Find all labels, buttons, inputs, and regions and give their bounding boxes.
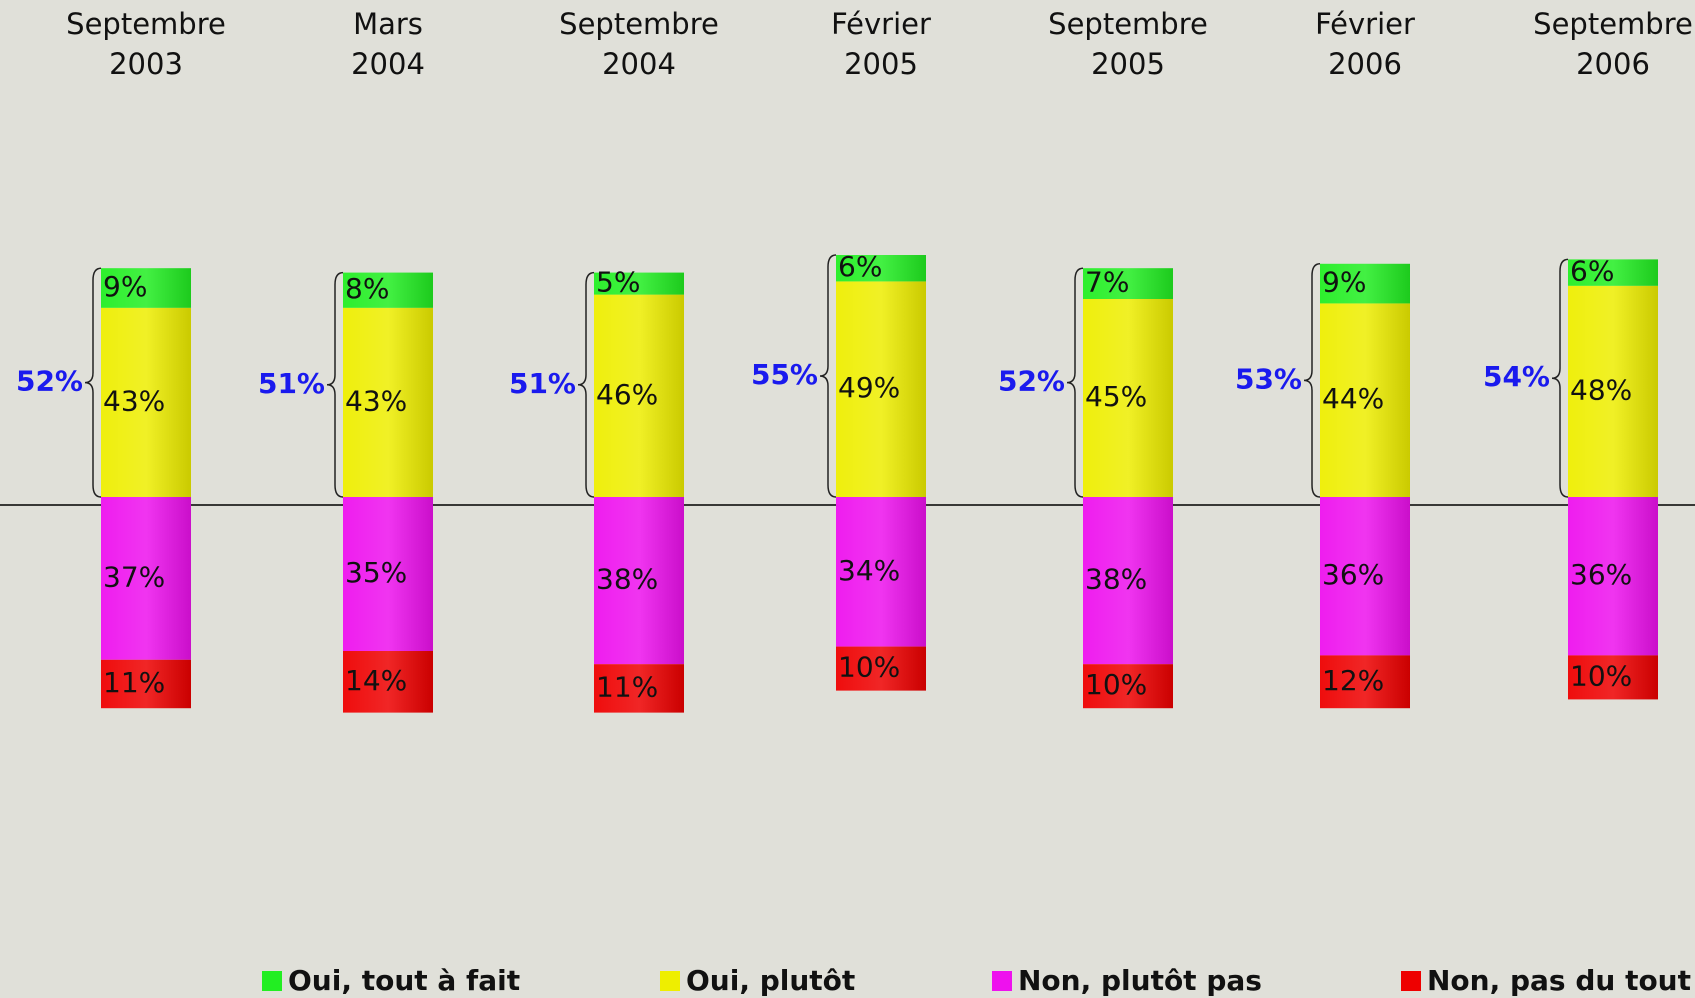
value-label: 11% <box>596 670 658 703</box>
total-label: 54% <box>1483 360 1550 393</box>
bar-shade <box>1568 497 1658 656</box>
legend-swatch <box>1401 971 1421 991</box>
value-label: 8% <box>345 272 389 305</box>
bar-shade <box>836 497 926 647</box>
brace <box>1066 267 1084 498</box>
value-label: 14% <box>345 664 407 697</box>
value-label: 44% <box>1322 382 1384 415</box>
bar-shade <box>343 307 433 497</box>
legend-label: Non, plutôt pas <box>1018 964 1262 997</box>
x-tick-label: 2003 <box>109 47 183 81</box>
brace <box>577 271 595 498</box>
legend-swatch <box>660 971 680 991</box>
x-tick-label: 2004 <box>351 47 425 81</box>
bar-shade <box>1320 655 1410 709</box>
total-label: 51% <box>509 367 576 400</box>
bar-shade <box>594 664 684 713</box>
brace <box>1551 258 1569 498</box>
value-label: 10% <box>838 651 900 684</box>
value-label: 43% <box>103 384 165 417</box>
total-label: 52% <box>998 365 1065 398</box>
value-label: 43% <box>345 384 407 417</box>
x-tick-label: Septembre <box>559 7 719 41</box>
value-label: 38% <box>1085 563 1147 596</box>
value-label: 9% <box>1322 266 1366 299</box>
brace <box>819 254 837 498</box>
legend-label: Non, pas du tout <box>1427 964 1691 997</box>
x-tick-label: 2006 <box>1576 47 1650 81</box>
x-tick-label: Février <box>1315 7 1415 41</box>
bar-shade <box>101 497 191 660</box>
legend-swatch <box>262 971 282 991</box>
bar-shade <box>1568 655 1658 700</box>
value-label: 45% <box>1085 380 1147 413</box>
x-tick-label: 2006 <box>1328 47 1402 81</box>
x-tick-label: 2005 <box>844 47 918 81</box>
bar-shade <box>1083 268 1173 299</box>
total-label: 53% <box>1235 362 1302 395</box>
bar-shade <box>836 646 926 691</box>
bar-shade <box>101 268 191 308</box>
bar-shade <box>101 659 191 709</box>
bar-shade <box>1568 259 1658 286</box>
value-label: 38% <box>596 563 658 596</box>
brace <box>84 267 102 498</box>
bar-shade <box>594 272 684 295</box>
value-label: 35% <box>345 556 407 589</box>
brace <box>1303 263 1321 498</box>
bar-shade <box>1083 664 1173 709</box>
value-label: 10% <box>1570 659 1632 692</box>
bar-shade <box>1083 497 1173 665</box>
total-label: 55% <box>751 358 818 391</box>
legend-label: Oui, plutôt <box>686 964 855 997</box>
bar-shade <box>836 255 926 282</box>
value-label: 46% <box>596 378 658 411</box>
value-label: 49% <box>838 371 900 404</box>
x-tick-label: Septembre <box>1533 7 1693 41</box>
total-label: 52% <box>16 365 83 398</box>
bar-shade <box>1320 303 1410 497</box>
bar-shade <box>1568 285 1658 497</box>
value-label: 7% <box>1085 266 1129 299</box>
legend-swatch <box>992 971 1012 991</box>
brace <box>326 271 344 498</box>
bar-shade <box>1320 497 1410 656</box>
value-label: 36% <box>1570 558 1632 591</box>
bar-shade <box>836 281 926 497</box>
value-label: 37% <box>103 560 165 593</box>
bar-shade <box>101 307 191 497</box>
x-tick-label: 2004 <box>602 47 676 81</box>
bar-shade <box>594 497 684 665</box>
x-tick-label: Février <box>831 7 931 41</box>
bar-shade <box>343 497 433 651</box>
x-tick-label: Septembre <box>1048 7 1208 41</box>
value-label: 6% <box>1570 255 1614 288</box>
x-tick-label: Mars <box>353 7 423 41</box>
value-label: 9% <box>103 270 147 303</box>
bar-shade <box>1320 263 1410 304</box>
total-label: 51% <box>258 367 325 400</box>
value-label: 11% <box>103 666 165 699</box>
x-tick-label: Septembre <box>66 7 226 41</box>
value-label: 34% <box>838 554 900 587</box>
x-tick-label: 2005 <box>1091 47 1165 81</box>
legend-label: Oui, tout à fait <box>288 964 520 997</box>
value-label: 10% <box>1085 668 1147 701</box>
value-label: 5% <box>596 266 640 299</box>
bar-shade <box>343 272 433 308</box>
bar-shade <box>1083 299 1173 497</box>
value-label: 6% <box>838 250 882 283</box>
bar-shade <box>594 294 684 497</box>
value-label: 48% <box>1570 373 1632 406</box>
bar-shade <box>343 651 433 713</box>
value-label: 12% <box>1322 664 1384 697</box>
value-label: 36% <box>1322 558 1384 591</box>
